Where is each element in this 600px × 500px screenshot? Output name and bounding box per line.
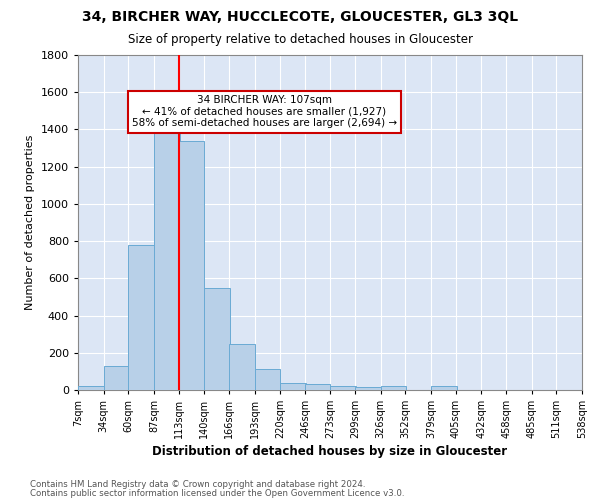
Bar [229,344,254,390]
X-axis label: Distribution of detached houses by size in Gloucester: Distribution of detached houses by size … [152,446,508,458]
Y-axis label: Number of detached properties: Number of detached properties [25,135,35,310]
Bar [305,384,331,390]
Bar [331,386,356,390]
Text: Size of property relative to detached houses in Gloucester: Size of property relative to detached ho… [128,32,473,46]
Bar [431,386,457,390]
Text: Contains HM Land Registry data © Crown copyright and database right 2024.: Contains HM Land Registry data © Crown c… [30,480,365,489]
Bar [355,387,381,390]
Bar [280,384,306,390]
Bar [78,386,104,390]
Text: 34 BIRCHER WAY: 107sqm
← 41% of detached houses are smaller (1,927)
58% of semi-: 34 BIRCHER WAY: 107sqm ← 41% of detached… [132,95,397,128]
Bar [254,368,280,390]
Text: Contains public sector information licensed under the Open Government Licence v3: Contains public sector information licen… [30,488,404,498]
Bar [154,120,179,390]
Bar [381,386,406,390]
Bar [128,245,154,390]
Text: 34, BIRCHER WAY, HUCCLECOTE, GLOUCESTER, GL3 3QL: 34, BIRCHER WAY, HUCCLECOTE, GLOUCESTER,… [82,10,518,24]
Bar [179,140,204,390]
Bar [104,366,129,390]
Bar [204,288,230,390]
